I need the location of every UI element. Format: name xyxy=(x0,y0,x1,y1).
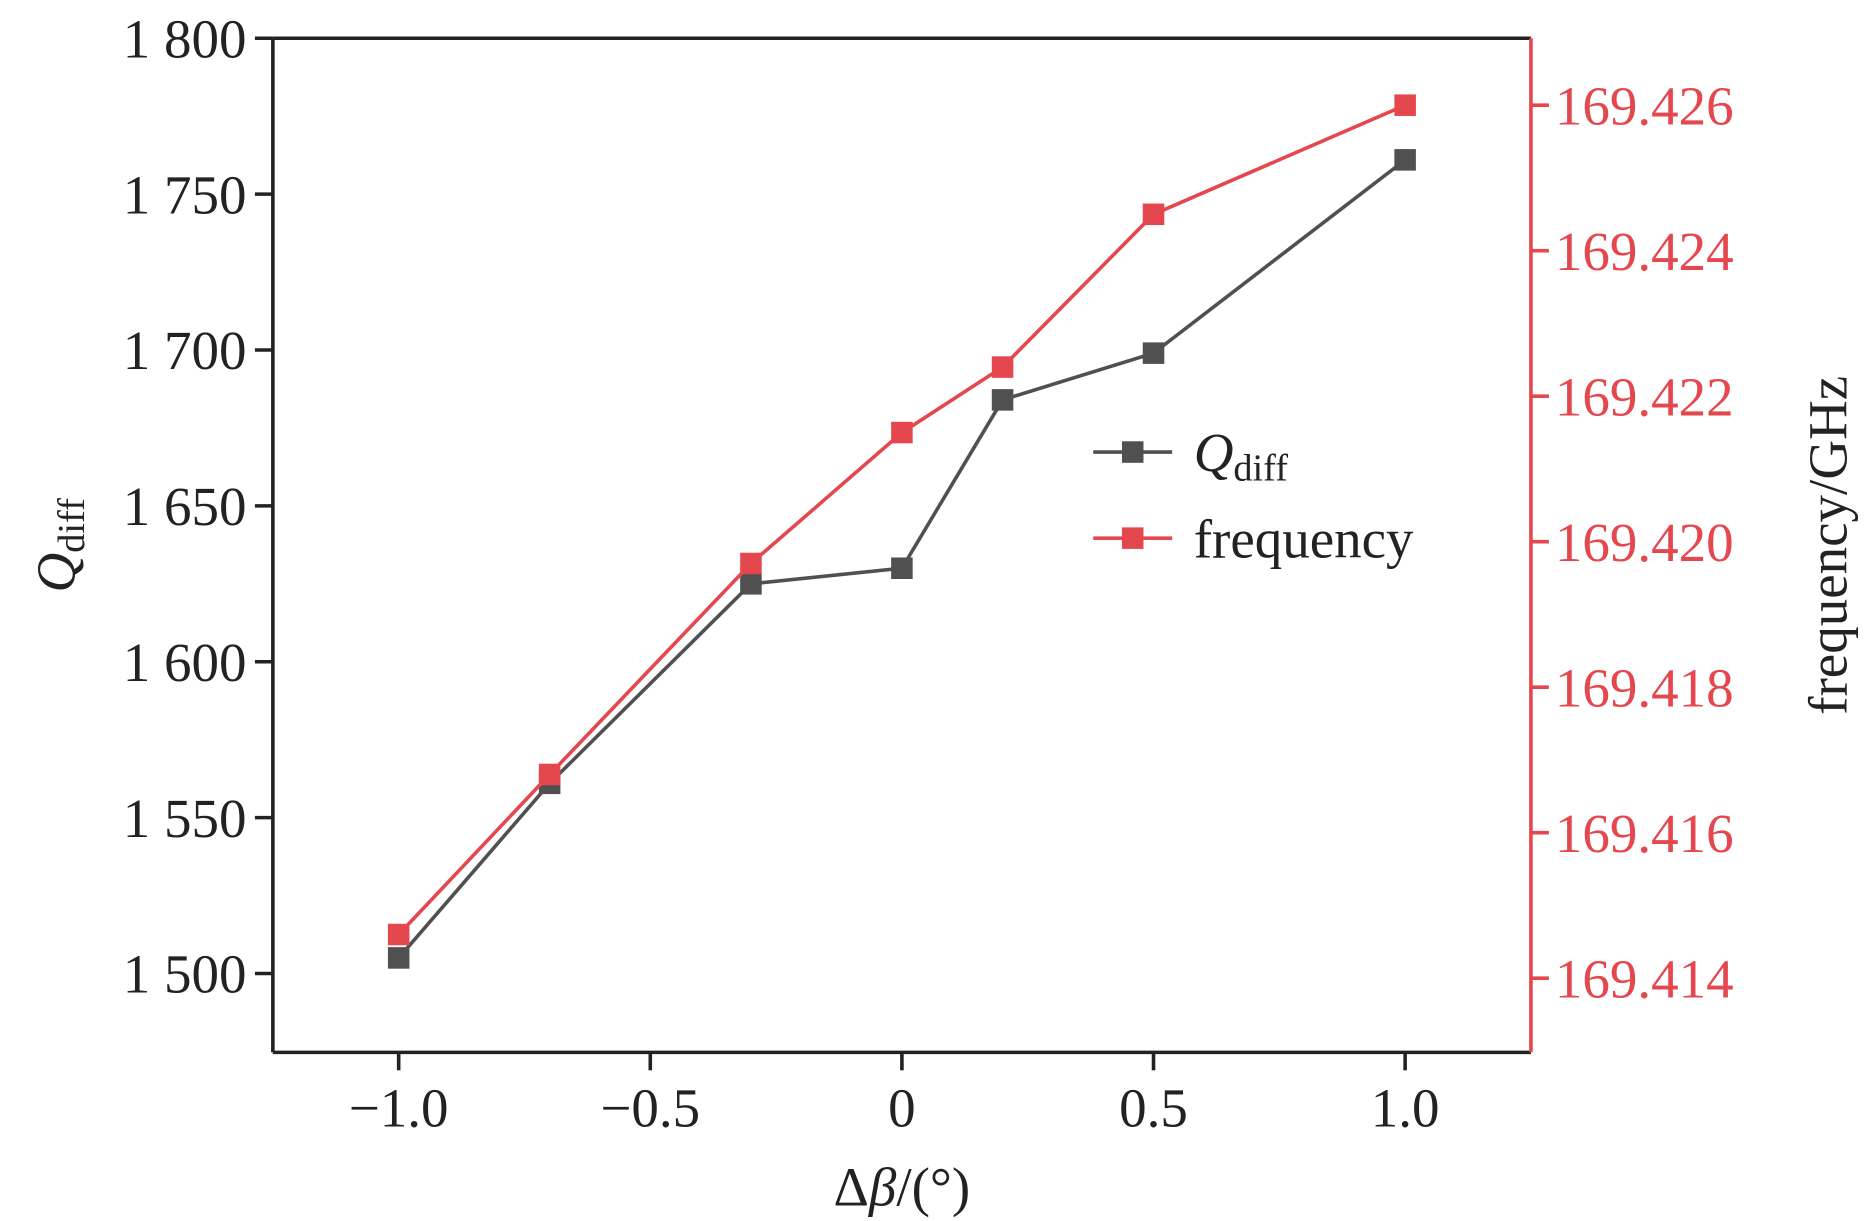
x-tick-label: 1.0 xyxy=(1371,1078,1440,1139)
x-tick-label: 0.5 xyxy=(1119,1078,1188,1139)
data-point-frequency xyxy=(891,421,913,444)
data-point-frequency xyxy=(538,763,561,786)
data-point-qdiff xyxy=(1142,342,1165,364)
y-right-tick-label: 169.414 xyxy=(1555,948,1734,1009)
x-tick-label: 0 xyxy=(888,1078,916,1139)
legend: Qdiff frequency xyxy=(1093,422,1414,569)
y-left-tick-label: 1 600 xyxy=(123,632,247,693)
y-left-tick-label: 1 500 xyxy=(123,944,247,1005)
y-left-tick-label: 1 650 xyxy=(123,476,247,537)
legend-label-q: Qdiff xyxy=(1194,422,1289,490)
data-point-qdiff xyxy=(740,573,762,595)
data-point-qdiff xyxy=(1394,149,1416,171)
y-right-tick-label: 169.416 xyxy=(1555,803,1734,864)
data-point-qdiff xyxy=(991,389,1014,411)
y-right-axis-title: frequency/GHz xyxy=(1798,376,1859,715)
y-right-tick-label: 169.422 xyxy=(1555,366,1734,427)
y-right-tick-label: 169.418 xyxy=(1555,657,1734,718)
legend-label-frequency: frequency xyxy=(1194,508,1414,569)
y-left-tick-label: 1 700 xyxy=(123,320,247,381)
data-point-frequency xyxy=(387,923,410,946)
y-right-tick-label: 169.426 xyxy=(1555,75,1734,136)
y-left-tick-label: 1 550 xyxy=(123,788,247,849)
y-left-axis-title: Qdiff xyxy=(25,498,93,593)
y-right-tick-label: 169.420 xyxy=(1555,512,1734,573)
data-point-frequency xyxy=(1394,94,1416,116)
y-right-tick-label: 169.424 xyxy=(1555,221,1734,282)
x-axis-title: Δβ/(°) xyxy=(834,1156,971,1217)
data-point-frequency xyxy=(991,356,1014,378)
y-left-tick-label: 1 800 xyxy=(123,8,247,69)
data-point-frequency xyxy=(1142,203,1165,226)
x-tick-label: −1.0 xyxy=(349,1078,449,1139)
data-point-qdiff xyxy=(387,947,410,969)
data-point-frequency xyxy=(740,552,762,575)
x-tick-label: −0.5 xyxy=(600,1078,700,1139)
legend-marker-frequency xyxy=(1121,527,1144,549)
data-point-qdiff xyxy=(891,557,913,580)
legend-marker-q xyxy=(1121,441,1144,463)
y-left-tick-label: 1 750 xyxy=(123,164,247,225)
